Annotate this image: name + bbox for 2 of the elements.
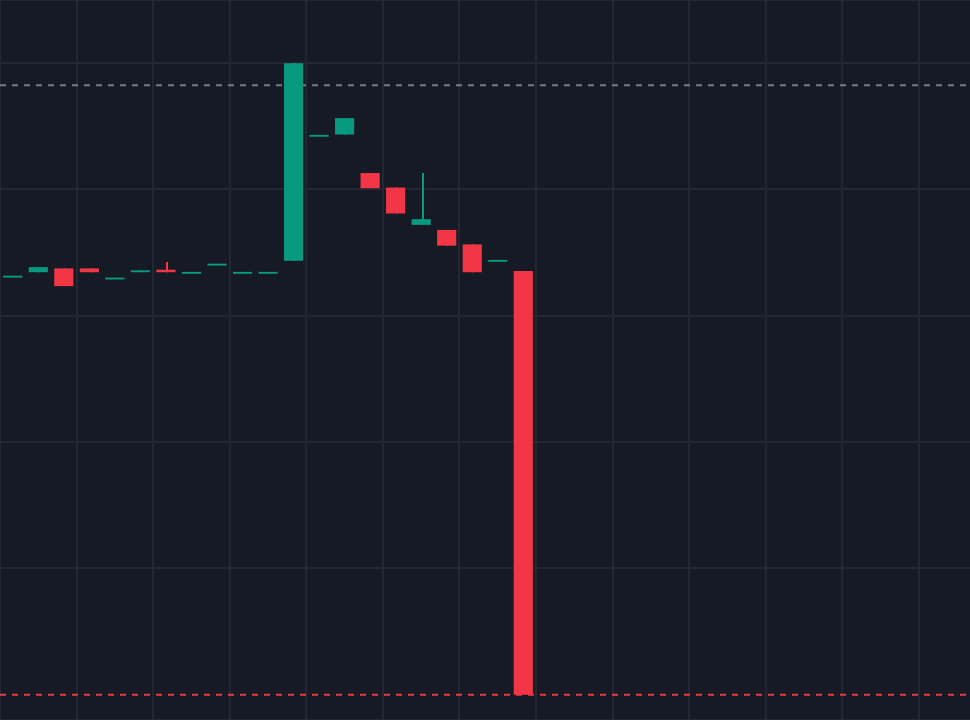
candlestick bbox=[462, 243, 482, 274]
candlestick bbox=[411, 172, 431, 226]
